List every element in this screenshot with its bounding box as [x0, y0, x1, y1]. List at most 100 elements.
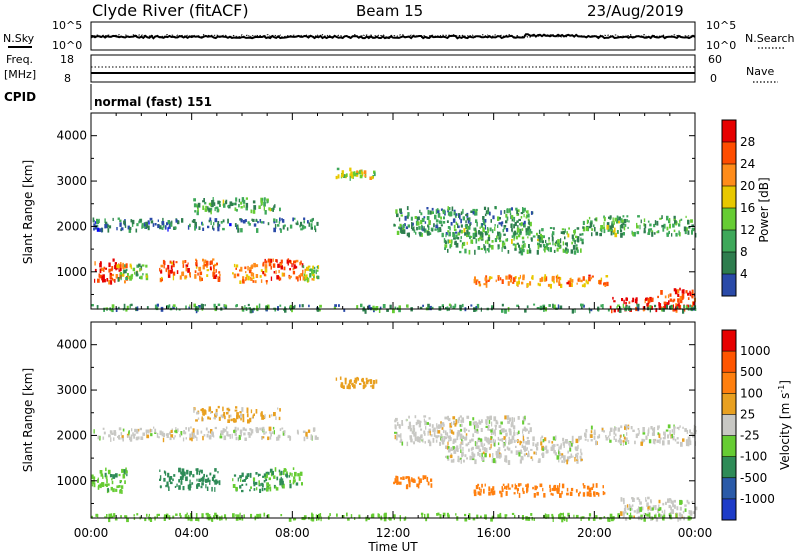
vel-cell [517, 430, 520, 434]
power-cell [244, 219, 247, 222]
power-cell [374, 172, 376, 177]
power-cell [359, 174, 363, 179]
power-cell [403, 229, 406, 234]
power-cell [209, 266, 212, 270]
power-cell [242, 276, 245, 281]
power-cell [252, 276, 255, 280]
power-cell [580, 237, 582, 242]
vel-cell [279, 408, 281, 412]
vel-cell [522, 436, 525, 441]
vel-cell [679, 517, 682, 521]
vel-cell [617, 427, 620, 432]
vel-cell [643, 517, 646, 522]
vel-cell [430, 434, 433, 437]
power-cell [108, 262, 111, 268]
vel-cell [202, 412, 205, 416]
power-cell [570, 249, 574, 254]
power-cell [247, 275, 250, 281]
vel-cell [663, 514, 666, 518]
power-cell [146, 306, 149, 310]
power-cell [648, 228, 650, 234]
power-cell [250, 209, 253, 214]
vel-cell [553, 484, 557, 490]
power-cell [279, 207, 281, 212]
power-cell [256, 305, 259, 311]
power-cell [169, 260, 172, 264]
power-cell [229, 201, 233, 207]
power-cell [447, 239, 450, 244]
power-cell [122, 273, 125, 277]
vel-cell [424, 441, 426, 444]
vel-cell [568, 455, 571, 459]
power-cell [588, 226, 592, 229]
vel-cell [627, 507, 630, 511]
vel-cell [191, 482, 194, 485]
vel-cell [677, 517, 679, 522]
vel-cell [408, 421, 411, 427]
power-cell [318, 308, 321, 312]
power-cell [303, 220, 305, 224]
power-cell [464, 248, 467, 254]
vel-cell [436, 425, 438, 429]
power-cell [458, 225, 460, 229]
power-cell [611, 308, 613, 314]
time-tick-label: 04:00 [174, 526, 209, 540]
power-cell [611, 221, 613, 225]
vel-cell [471, 446, 474, 450]
vel-cell [551, 513, 554, 517]
vel-cell [269, 468, 273, 473]
vel-cell [263, 512, 266, 517]
colorbar-tick-label: 8 [740, 245, 748, 259]
power-cell [520, 231, 522, 234]
power-cell [685, 306, 688, 310]
power-cell [206, 269, 210, 272]
power-cell [163, 263, 165, 269]
vel-cell [427, 481, 430, 486]
vel-cell [103, 431, 106, 435]
power-cell [119, 222, 122, 227]
vel-cell [440, 433, 442, 438]
vel-cell [215, 412, 217, 416]
power-cell [654, 220, 657, 225]
vel-cell [91, 474, 94, 479]
vel-cell [286, 471, 288, 476]
power-cell [675, 223, 678, 226]
power-cell [549, 247, 552, 253]
power-cell [571, 308, 574, 314]
vel-cell [533, 493, 536, 498]
vel-cell [437, 512, 440, 516]
power-cell [239, 280, 242, 284]
vel-cell [674, 438, 677, 442]
vel-cell [502, 428, 505, 433]
power-cell [110, 268, 113, 272]
vel-cell [569, 445, 572, 449]
power-cell [281, 272, 284, 277]
power-cell [428, 220, 431, 225]
power-cell [444, 239, 447, 243]
vel-cell [154, 428, 157, 433]
vel-cell [642, 506, 644, 511]
power-cell [302, 265, 305, 269]
power-cell [265, 260, 268, 264]
power-cell [514, 247, 517, 251]
vel-cell [672, 503, 675, 508]
power-cell [245, 206, 248, 211]
power-cell [668, 230, 670, 235]
power-cell [160, 264, 164, 268]
vel-cell [654, 514, 657, 518]
vel-cell [466, 428, 468, 431]
vel-cell [437, 424, 441, 429]
power-cell [267, 222, 270, 226]
vel-cell [436, 423, 438, 427]
vel-cell [97, 477, 99, 480]
power-cell [518, 251, 522, 254]
vel-cell [183, 471, 186, 474]
power-cell [487, 227, 489, 231]
power-cell [517, 209, 520, 213]
power-cell [616, 306, 618, 310]
vel-cell [120, 432, 123, 436]
vel-cell [240, 418, 242, 421]
power-cell [538, 240, 542, 243]
vel-cell [195, 517, 198, 521]
vel-cell [150, 429, 153, 433]
